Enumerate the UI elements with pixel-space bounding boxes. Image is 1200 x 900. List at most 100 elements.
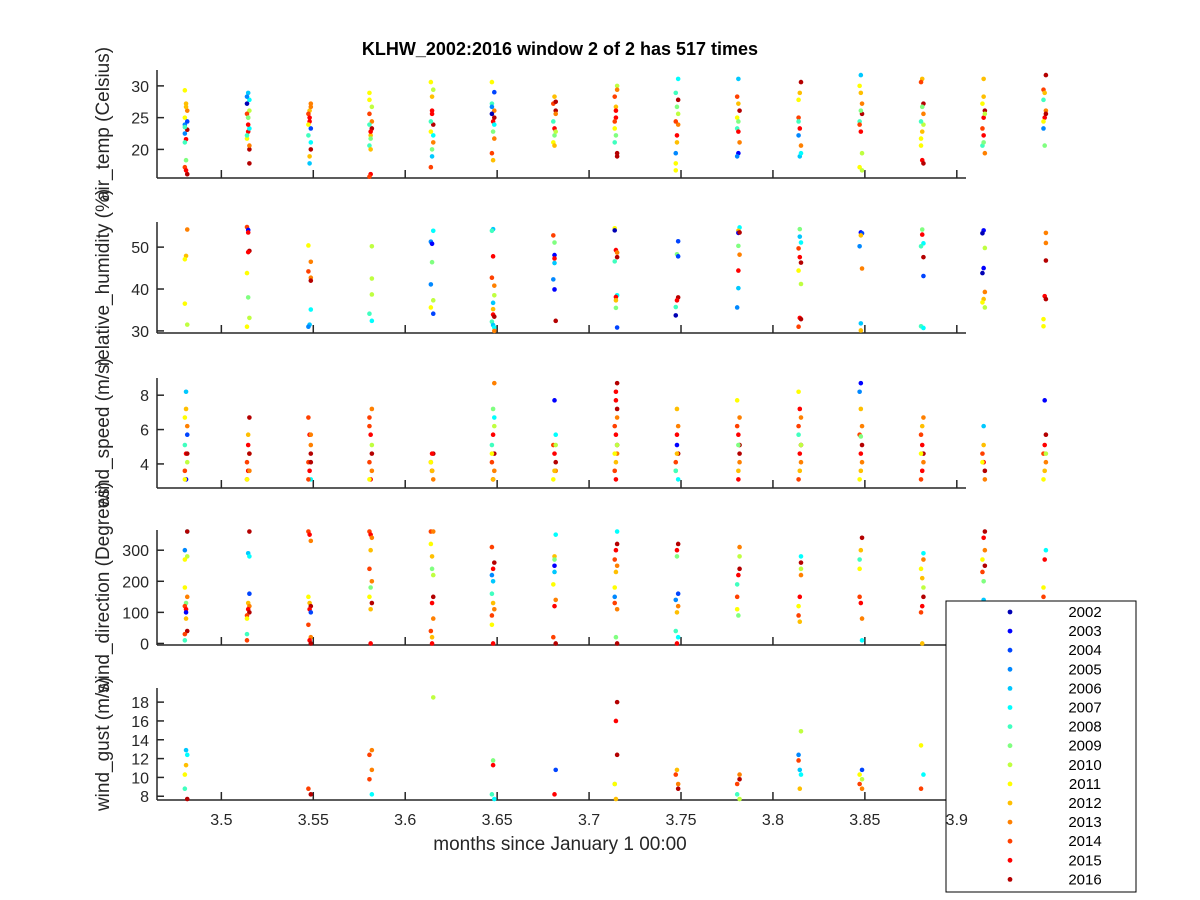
data-point: [489, 104, 495, 110]
data-point: [797, 594, 803, 600]
data-point: [553, 641, 559, 646]
data-point: [184, 628, 190, 634]
data-point: [980, 557, 985, 562]
data-point: [247, 315, 252, 321]
x-tick-label: 3.65: [482, 812, 513, 829]
data-point: [673, 628, 679, 634]
data-point: [980, 459, 985, 465]
data-point: [734, 398, 740, 403]
data-point: [307, 154, 312, 159]
data-point: [614, 406, 620, 412]
data-point: [490, 254, 496, 259]
data-point: [247, 610, 252, 615]
data-point: [489, 275, 495, 281]
data-point: [247, 591, 252, 597]
x-tick-label: 3.75: [665, 812, 696, 829]
data-point: [1041, 477, 1046, 482]
data-point: [858, 90, 864, 96]
y-tick-label: 50: [131, 240, 149, 257]
data-point: [428, 282, 434, 287]
data-point: [244, 638, 250, 643]
data-point: [613, 305, 619, 311]
data-point: [797, 468, 803, 474]
data-point: [614, 415, 620, 420]
data-point: [857, 477, 862, 482]
data-point: [182, 140, 188, 145]
legend-label: 2005: [1068, 661, 1101, 678]
data-point: [797, 126, 803, 131]
data-point: [244, 324, 250, 330]
data-point: [982, 563, 988, 569]
data-point: [613, 133, 619, 138]
data-point: [734, 594, 740, 600]
data-point: [798, 728, 804, 734]
data-point: [859, 423, 865, 429]
y-axis-label: wind_gust (m/s): [93, 677, 114, 812]
data-point: [369, 600, 375, 606]
data-point: [306, 269, 311, 274]
data-point: [857, 781, 862, 787]
data-point: [613, 634, 619, 640]
data-point: [492, 108, 497, 113]
data-point: [490, 432, 496, 438]
data-point: [183, 747, 189, 753]
data-point: [490, 477, 496, 482]
data-point: [552, 240, 557, 245]
data-point: [308, 442, 314, 448]
data-point: [1042, 143, 1047, 148]
data-point: [245, 442, 251, 448]
data-point: [982, 245, 988, 251]
data-point: [184, 554, 190, 559]
data-point: [613, 459, 619, 465]
data-point: [368, 136, 373, 141]
x-tick-label: 3.85: [849, 812, 880, 829]
legend-marker: [1007, 609, 1013, 615]
data-point: [553, 532, 559, 537]
legend-label: 2008: [1068, 719, 1101, 736]
data-point: [489, 150, 495, 156]
data-point: [614, 699, 620, 705]
data-point: [1043, 108, 1049, 113]
data-point: [367, 97, 372, 103]
data-point: [247, 147, 252, 152]
data-point: [182, 468, 188, 474]
data-point: [368, 432, 373, 438]
data-point: [489, 459, 495, 465]
x-tick-label: 3.7: [578, 812, 600, 829]
data-point: [367, 594, 372, 600]
data-point: [673, 468, 679, 474]
data-point: [367, 111, 372, 117]
data-point: [734, 792, 740, 797]
data-point: [981, 265, 986, 271]
x-tick-label: 3.55: [298, 812, 329, 829]
legend-label: 2016: [1068, 871, 1101, 888]
data-point: [737, 108, 742, 113]
data-point: [673, 597, 679, 603]
data-point: [736, 285, 741, 291]
data-point: [492, 325, 497, 330]
y-tick-label: 40: [131, 282, 149, 299]
data-point: [1042, 442, 1047, 448]
data-point: [308, 140, 314, 145]
data-point: [184, 459, 190, 465]
data-point: [369, 406, 375, 412]
legend-label: 2014: [1068, 833, 1101, 850]
data-point: [612, 94, 618, 99]
legend-marker: [1007, 762, 1013, 768]
legend-marker: [1007, 743, 1013, 749]
data-point: [369, 119, 375, 124]
data-point: [921, 273, 926, 279]
data-point: [797, 406, 803, 412]
data-point: [552, 563, 557, 569]
data-point: [492, 423, 497, 429]
data-point: [734, 115, 740, 120]
data-point: [1043, 432, 1049, 438]
data-point: [858, 468, 864, 474]
data-point: [184, 451, 190, 456]
data-point: [369, 747, 375, 753]
data-point: [858, 129, 864, 134]
data-point: [245, 249, 251, 255]
data-point: [982, 477, 988, 482]
data-point: [489, 451, 495, 456]
legend-label: 2015: [1068, 852, 1101, 869]
